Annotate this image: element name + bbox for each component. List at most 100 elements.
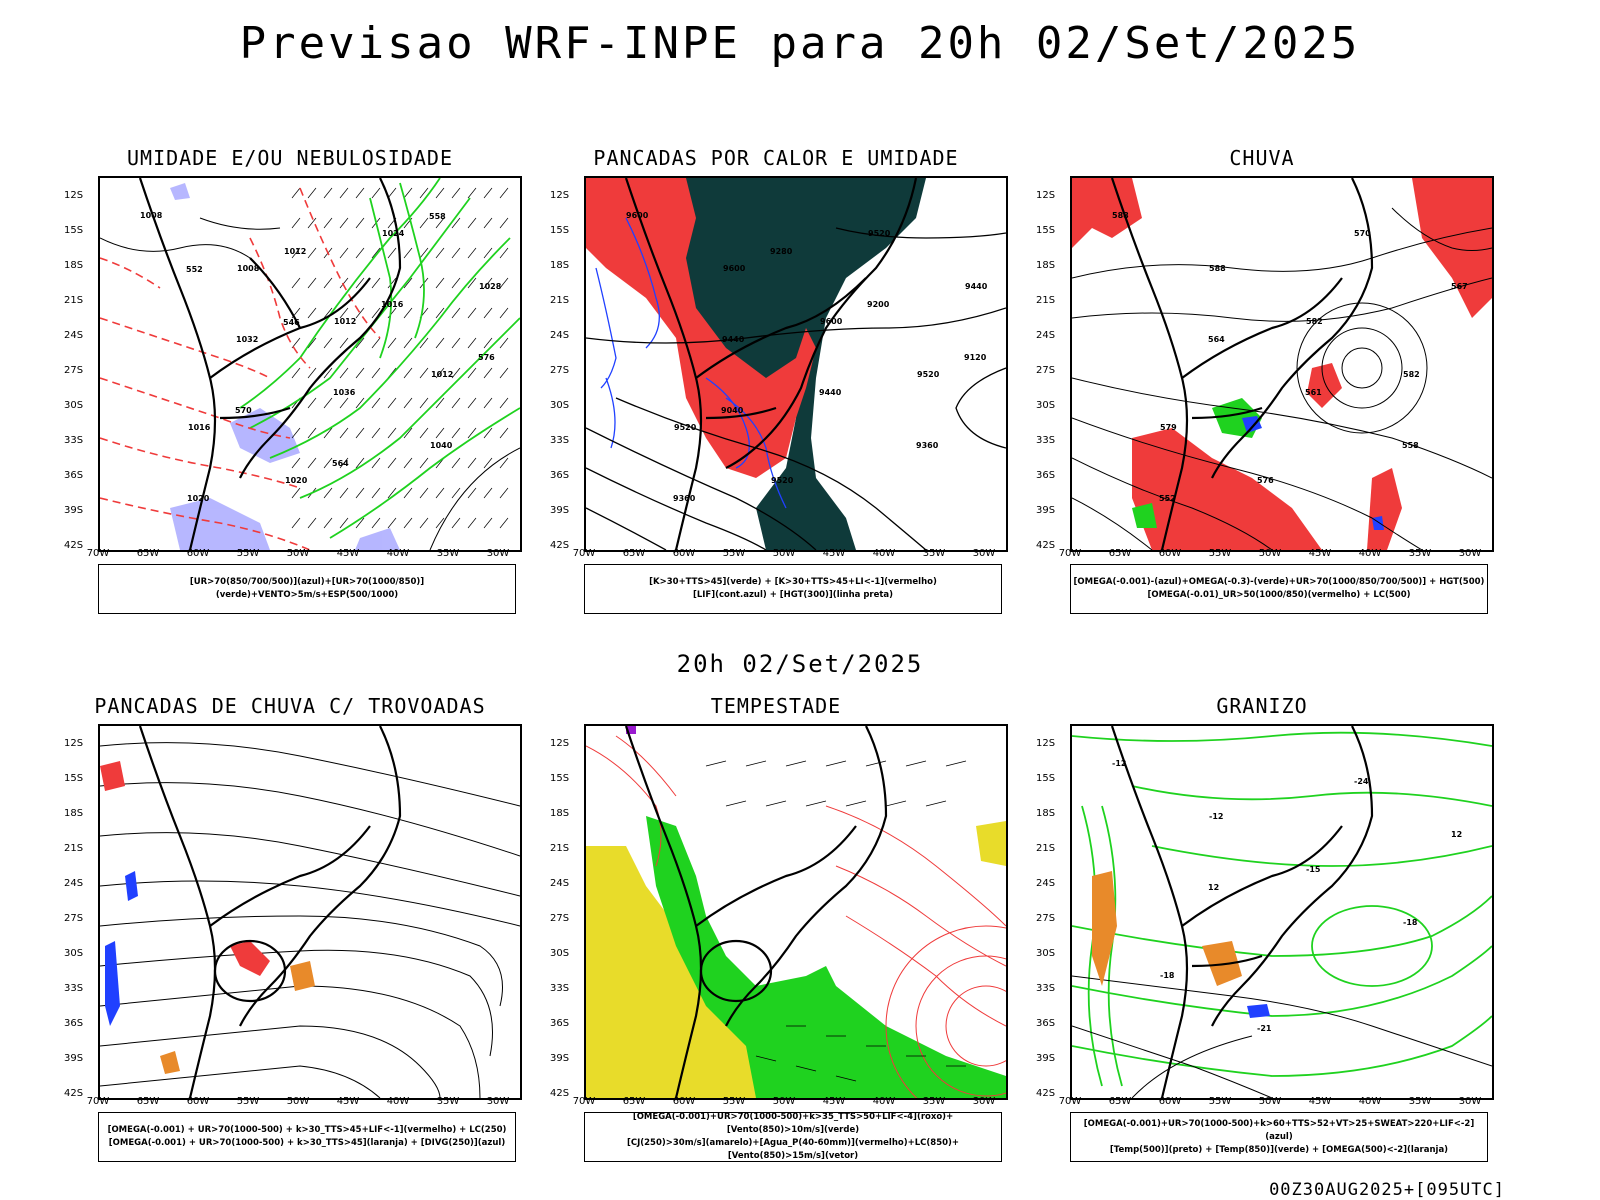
legend: [OMEGA(-0.001)+UR>70(1000-500)+k>60+TTS>… bbox=[1070, 1112, 1488, 1162]
legend-line: [K>30+TTS>45](verde) + [K>30+TTS>45+LI<-… bbox=[649, 577, 937, 587]
lat-tick-label: 15S bbox=[1036, 225, 1056, 236]
contour-label: 9040 bbox=[721, 406, 744, 415]
contour-label: 9280 bbox=[770, 247, 793, 256]
lon-tick-label: 35W bbox=[1408, 548, 1432, 559]
contour-label: 1032 bbox=[236, 335, 258, 344]
map-tempestade bbox=[586, 726, 1006, 1098]
lat-tick-label: 12S bbox=[64, 190, 84, 201]
contour-label: 558 bbox=[429, 212, 446, 221]
lon-tick-label: 60W bbox=[672, 548, 696, 559]
lon-tick-label: 40W bbox=[1358, 1096, 1382, 1107]
contour-label: 12 bbox=[1208, 883, 1219, 892]
lon-tick-label: 30W bbox=[972, 1096, 996, 1107]
lat-tick-label: 39S bbox=[1036, 1053, 1056, 1064]
lat-tick-label: 30S bbox=[64, 400, 84, 411]
contour-label: 570 bbox=[235, 406, 252, 415]
lon-tick-label: 65W bbox=[136, 1096, 160, 1107]
lat-tick-label: 36S bbox=[550, 470, 570, 481]
contour-label: 1020 bbox=[187, 494, 210, 503]
contour-label: 9200 bbox=[867, 300, 890, 309]
lat-tick-label: 12S bbox=[550, 738, 570, 749]
main-title: Previsao WRF-INPE para 20h 02/Set/2025 bbox=[239, 18, 1361, 69]
lon-tick-label: 50W bbox=[286, 1096, 310, 1107]
map-frame: 9600 9600 9600 9520 9520 9520 9520 9440 9440 9440… bbox=[584, 176, 1008, 552]
lat-tick-label: 27S bbox=[64, 365, 84, 376]
lon-tick-label: 40W bbox=[872, 548, 896, 559]
contour-label: 558 bbox=[1402, 441, 1419, 450]
contour-label: -21 bbox=[1257, 1024, 1272, 1033]
blue-lif-contours bbox=[595, 217, 787, 509]
contour-label: 561 bbox=[1305, 388, 1322, 397]
model-run-stamp: 00Z30AUG2025+[095UTC] bbox=[1269, 1180, 1505, 1200]
contour-label: 1012 bbox=[284, 247, 306, 256]
lon-tick-label: 70W bbox=[86, 1096, 110, 1107]
map-frame bbox=[98, 724, 522, 1100]
legend-line: [OMEGA(-0.001)+UR>70(1000-500)+k>35_TTS>… bbox=[632, 1112, 954, 1135]
lat-tick-label: 42S bbox=[64, 1088, 84, 1099]
lat-tick-label: 42S bbox=[550, 540, 570, 551]
lat-tick-label: 15S bbox=[550, 225, 570, 236]
contour-label: 1008 bbox=[237, 264, 260, 273]
lat-tick-label: 39S bbox=[550, 505, 570, 516]
lon-tick-label: 35W bbox=[922, 548, 946, 559]
lon-tick-label: 70W bbox=[1058, 1096, 1082, 1107]
lat-tick-label: 21S bbox=[64, 295, 84, 306]
lon-tick-label: 35W bbox=[1408, 1096, 1432, 1107]
lat-tick-label: 33S bbox=[1036, 983, 1056, 994]
lon-tick-label: 65W bbox=[622, 548, 646, 559]
lon-tick-label: 40W bbox=[872, 1096, 896, 1107]
legend-line: [OMEGA(-0.001) + UR>70(1000-500) + k>30_… bbox=[107, 1125, 507, 1135]
lavender-humidity bbox=[170, 183, 400, 550]
lon-tick-label: 30W bbox=[1458, 548, 1482, 559]
lat-tick-label: 39S bbox=[1036, 505, 1056, 516]
lat-tick-label: 18S bbox=[550, 260, 570, 271]
lat-tick-label: 24S bbox=[1036, 878, 1056, 889]
lon-tick-label: 45W bbox=[1308, 1096, 1332, 1107]
lon-tick-label: 45W bbox=[336, 1096, 360, 1107]
coastline bbox=[1110, 178, 1374, 550]
contour-label: 1024 bbox=[382, 229, 405, 238]
legend-line: [CJ(250)>30m/s](amarelo)+[Agua_P(40-60mm… bbox=[626, 1138, 960, 1161]
lon-tick-label: 30W bbox=[972, 548, 996, 559]
lon-tick-label: 60W bbox=[186, 548, 210, 559]
contour-label: 9520 bbox=[771, 476, 794, 485]
panel-pancadas-calor: PANCADAS POR CALOR E UMIDADE bbox=[536, 146, 1016, 626]
contour-label: 552 bbox=[186, 265, 203, 274]
contour-label: 1008 bbox=[140, 211, 163, 220]
lat-tick-label: 27S bbox=[64, 913, 84, 924]
legend: [OMEGA(-0.001)+UR>70(1000-500)+k>35_TTS>… bbox=[584, 1112, 1002, 1162]
panel-umidade: UMIDADE E/OU NEBULOSIDADE bbox=[50, 146, 530, 626]
lon-tick-label: 40W bbox=[386, 548, 410, 559]
lat-tick-label: 21S bbox=[550, 295, 570, 306]
lat-tick-label: 21S bbox=[64, 843, 84, 854]
lon-tick-label: 70W bbox=[86, 548, 110, 559]
coastline bbox=[1110, 726, 1374, 1098]
contour-label: 9440 bbox=[819, 388, 842, 397]
contour-label: 9360 bbox=[916, 441, 939, 450]
green-wind-area bbox=[646, 816, 1006, 1098]
panel-title: PANCADAS POR CALOR E UMIDADE bbox=[593, 146, 959, 170]
lon-tick-label: 70W bbox=[572, 1096, 596, 1107]
contour-label: 9520 bbox=[917, 370, 940, 379]
red-area bbox=[586, 178, 816, 478]
panel-title: CHUVA bbox=[1229, 146, 1295, 170]
lat-tick-label: 21S bbox=[1036, 843, 1056, 854]
map-chuva: 588 588 582 582 579 576 570 567 564 561 558 552 bbox=[1072, 178, 1492, 550]
legend-line: [Temp(500)](preto) + [Temp(850)](verde) … bbox=[1109, 1144, 1449, 1155]
lat-tick-label: 30S bbox=[550, 400, 570, 411]
contour-label: 588 bbox=[1112, 211, 1129, 220]
legend-line: [OMEGA(-0.001)+UR>70(1000-500)+k>60+TTS>… bbox=[1083, 1118, 1475, 1142]
contour-label: 9360 bbox=[673, 494, 696, 503]
contour-label: 1012 bbox=[334, 317, 356, 326]
wind-barbs bbox=[291, 187, 509, 529]
lat-tick-label: 33S bbox=[64, 983, 84, 994]
lat-tick-label: 18S bbox=[1036, 808, 1056, 819]
legend: [OMEGA(-0.001) + UR>70(1000-500) + k>30_… bbox=[98, 1112, 516, 1162]
lat-tick-label: 18S bbox=[1036, 260, 1056, 271]
contour-label: 564 bbox=[1208, 335, 1225, 344]
streamlines bbox=[100, 742, 520, 1098]
lat-tick-label: 36S bbox=[550, 1018, 570, 1029]
lon-tick-label: 70W bbox=[572, 548, 596, 559]
contour-label: 582 bbox=[1403, 370, 1420, 379]
lat-tick-label: 42S bbox=[1036, 540, 1056, 551]
